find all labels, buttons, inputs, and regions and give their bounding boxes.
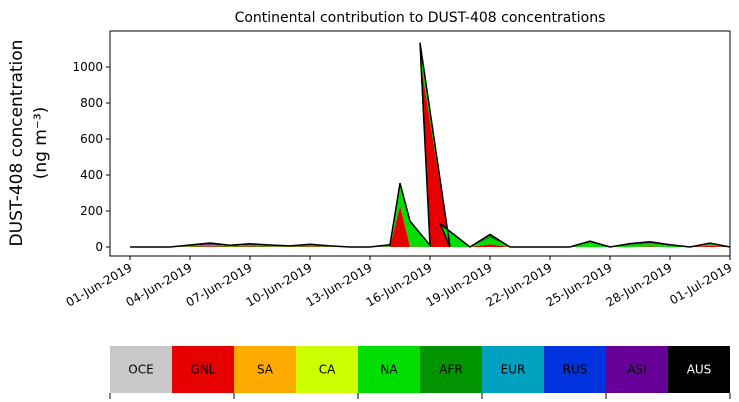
y-axis-ticks: 0 200 400 600 800 1000 bbox=[72, 60, 110, 254]
y-tick-label: 1000 bbox=[72, 60, 103, 74]
legend: OCE GNL SA CA NA AFR EUR RUS ASI AUS bbox=[109, 346, 731, 399]
legend-label-eur: EUR bbox=[501, 363, 526, 377]
legend-swatch-na bbox=[358, 346, 420, 393]
plot-frame bbox=[109, 30, 731, 257]
legend-label-sa: SA bbox=[257, 363, 274, 377]
legend-swatch-rus bbox=[544, 346, 606, 393]
total-outline bbox=[130, 42, 731, 248]
legend-swatch-sa bbox=[234, 346, 296, 393]
legend-swatch-eur bbox=[482, 346, 544, 393]
legend-label-aus: AUS bbox=[687, 363, 712, 377]
y-axis-label-units: (ng m⁻³) bbox=[31, 107, 51, 180]
legend-swatch-oce bbox=[110, 346, 172, 393]
legend-label-gnl: GNL bbox=[191, 363, 216, 377]
x-tick-label: 13-Jun-2019 bbox=[304, 260, 375, 309]
y-tick-label: 800 bbox=[80, 96, 103, 110]
legend-swatch-ca bbox=[296, 346, 358, 393]
stacked-areas bbox=[130, 42, 730, 248]
area-gnl bbox=[130, 58, 730, 247]
x-tick-label: 07-Jun-2019 bbox=[184, 260, 255, 309]
x-tick-label: 01-Jun-2019 bbox=[64, 260, 135, 309]
legend-label-asi: ASI bbox=[627, 363, 646, 377]
y-tick-label: 600 bbox=[80, 132, 103, 146]
legend-swatch-asi bbox=[606, 346, 668, 393]
y-tick-label: 400 bbox=[80, 168, 103, 182]
legend-label-oce: OCE bbox=[128, 363, 153, 377]
legend-label-na: NA bbox=[380, 363, 398, 377]
legend-swatch-aus bbox=[668, 346, 730, 393]
x-tick-label: 25-Jun-2019 bbox=[544, 260, 615, 309]
legend-label-rus: RUS bbox=[563, 363, 588, 377]
chart-title: Continental contribution to DUST-408 con… bbox=[235, 10, 606, 26]
x-tick-label: 01-Jul-2019 bbox=[667, 260, 734, 307]
legend-swatch-afr bbox=[420, 346, 482, 393]
x-tick-label: 10-Jun-2019 bbox=[244, 260, 315, 309]
x-axis-ticks: 01-Jun-201904-Jun-201907-Jun-201910-Jun-… bbox=[64, 256, 735, 310]
legend-label-afr: AFR bbox=[439, 363, 462, 377]
x-tick-label: 04-Jun-2019 bbox=[124, 260, 195, 309]
y-tick-label: 0 bbox=[95, 240, 103, 254]
x-tick-label: 16-Jun-2019 bbox=[364, 260, 435, 309]
y-tick-label: 200 bbox=[80, 204, 103, 218]
legend-label-ca: CA bbox=[319, 363, 336, 377]
x-tick-label: 22-Jun-2019 bbox=[484, 260, 555, 309]
y-axis-label: DUST-408 concentration bbox=[7, 40, 27, 247]
x-tick-label: 19-Jun-2019 bbox=[424, 260, 495, 309]
x-tick-label: 28-Jun-2019 bbox=[604, 260, 675, 309]
legend-swatch-gnl bbox=[172, 346, 234, 393]
